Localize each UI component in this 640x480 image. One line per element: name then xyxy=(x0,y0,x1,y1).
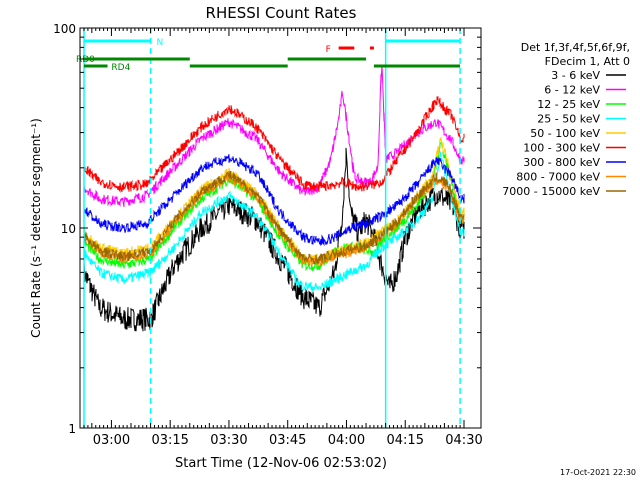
flag-segment-bar xyxy=(338,46,355,50)
flag-label: RD0 xyxy=(76,55,95,65)
x-tick-label: 03:45 xyxy=(269,433,306,448)
chart-title: RHESSI Count Rates xyxy=(206,4,357,22)
legend-entry-label: 50 - 100 keV xyxy=(530,127,600,140)
series-line xyxy=(83,170,465,265)
footer-date: 17-Oct-2021 22:30 xyxy=(560,468,636,477)
flag-segment-bar xyxy=(287,57,367,61)
flag-segment-bar xyxy=(369,46,374,50)
legend-entry-label: 300 - 800 keV xyxy=(523,156,600,169)
x-tick-label: 04:30 xyxy=(445,433,482,448)
legend-entry-label: 6 - 12 keV xyxy=(544,84,600,97)
x-tick-label: 03:30 xyxy=(210,433,247,448)
y-axis-label: Count Rate (s⁻¹ detector segment⁻¹) xyxy=(29,118,43,338)
flag-label: RD4 xyxy=(111,63,130,73)
flag-label: F xyxy=(326,45,331,55)
legend-header: FDecim 1, Att 0 xyxy=(545,55,630,68)
flag-segment-bar xyxy=(373,64,461,68)
flag-segment-bar xyxy=(84,57,190,61)
axes-group: 1 10 100 03:00 03:15 03:30 03:45 04:00 04:15 04:3… xyxy=(53,22,483,448)
flag-segment-bar xyxy=(84,39,151,43)
series-line xyxy=(83,151,465,293)
flag-segment-bar xyxy=(385,39,461,43)
series-line xyxy=(83,142,465,272)
flag-segment-bar xyxy=(189,64,288,68)
legend-header: Det 1f,3f,4f,5f,6f,9f, xyxy=(521,41,630,54)
legend-entry-label: 12 - 25 keV xyxy=(537,98,600,111)
y-tick-label: 100 xyxy=(53,22,76,36)
legend-entry-label: 25 - 50 keV xyxy=(537,113,600,126)
y-tick-label: 10 xyxy=(61,222,76,236)
series-line xyxy=(83,64,465,207)
series-line xyxy=(83,96,465,194)
legend: Det 1f,3f,4f,5f,6f,9f,FDecim 1, Att 03 -… xyxy=(502,41,630,198)
series-line xyxy=(83,154,465,247)
y-tick-label: 1 xyxy=(68,422,76,436)
legend-entry-label: 7000 - 15000 keV xyxy=(502,185,600,198)
legend-entry-label: 3 - 6 keV xyxy=(551,69,600,82)
flag-segment-bar xyxy=(84,64,108,68)
x-tick-label: 03:00 xyxy=(93,433,130,448)
x-axis-label: Start Time (12-Nov-06 02:53:02) xyxy=(175,456,387,471)
legend-entry-label: 100 - 300 keV xyxy=(523,142,600,155)
legend-entry-label: 800 - 7000 keV xyxy=(516,171,600,184)
series-group xyxy=(83,64,465,332)
overlay-group: N F RD0 RD4 xyxy=(76,28,461,428)
x-tick-label: 04:15 xyxy=(387,433,424,448)
flag-label: N xyxy=(156,38,163,48)
x-tick-label: 03:15 xyxy=(151,433,188,448)
x-tick-label: 04:00 xyxy=(328,433,365,448)
series-line xyxy=(83,137,465,265)
